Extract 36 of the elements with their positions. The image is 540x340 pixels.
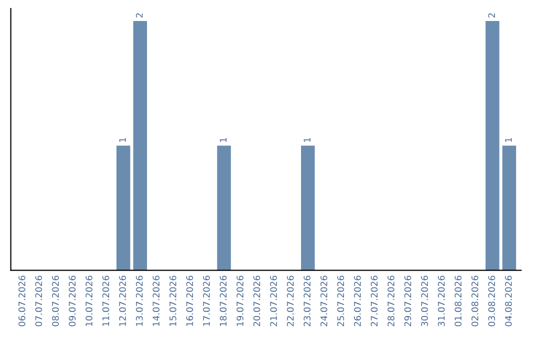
data-label: 2 xyxy=(136,13,143,18)
x-tick-label: 13.07.2026 xyxy=(136,276,143,326)
x-tick-label: 17.07.2026 xyxy=(203,276,210,326)
x-tick-label: 20.07.2026 xyxy=(253,276,260,326)
x-tick-label: 29.07.2026 xyxy=(404,276,412,326)
data-label: 1 xyxy=(505,138,512,142)
x-tick-label: 27.07.2026 xyxy=(370,276,378,326)
x-tick-label: 30.07.2026 xyxy=(421,276,428,326)
x-tick-label: 28.07.2026 xyxy=(388,276,394,326)
x-tick-label: 21.07.2026 xyxy=(270,276,277,326)
x-tick-label: 14.07.2026 xyxy=(152,276,160,326)
data-label: 1 xyxy=(304,138,310,142)
x-tick-label: 04.08.2026 xyxy=(505,276,512,326)
x-tick-label: 26.07.2026 xyxy=(354,276,361,326)
x-tick-label: 18.07.2026 xyxy=(220,276,227,326)
x-tick-label: 23.07.2026 xyxy=(304,276,311,326)
x-tick-label: 11.07.2026 xyxy=(102,276,110,326)
x-tick-label: 07.07.2026 xyxy=(35,276,42,326)
x-tick-label: 01.08.2026 xyxy=(454,276,462,326)
data-label: 2 xyxy=(488,13,495,18)
data-label: 1 xyxy=(119,138,126,142)
x-tick-label: 12.07.2026 xyxy=(119,276,126,326)
x-tick-label: 10.07.2026 xyxy=(86,276,92,326)
data-label: 1 xyxy=(220,138,226,142)
x-tick-label: 02.08.2026 xyxy=(471,276,478,326)
x-tick-label: 22.07.2026 xyxy=(286,276,294,326)
x-tick-label: 06.07.2026 xyxy=(18,276,26,326)
x-tick-label: 31.07.2026 xyxy=(438,276,445,326)
x-tick-label: 08.07.2026 xyxy=(52,276,59,326)
x-tick-label: 15.07.2026 xyxy=(169,276,176,326)
x-tick-label: 16.07.2026 xyxy=(186,276,194,326)
x-tick-label: 19.07.2026 xyxy=(236,276,244,326)
x-tick-label: 24.07.2026 xyxy=(320,276,328,326)
x-tick-label: 25.07.2026 xyxy=(337,276,344,326)
x-tick-label: 03.08.2026 xyxy=(488,276,496,326)
x-tick-label: 09.07.2026 xyxy=(68,276,76,326)
